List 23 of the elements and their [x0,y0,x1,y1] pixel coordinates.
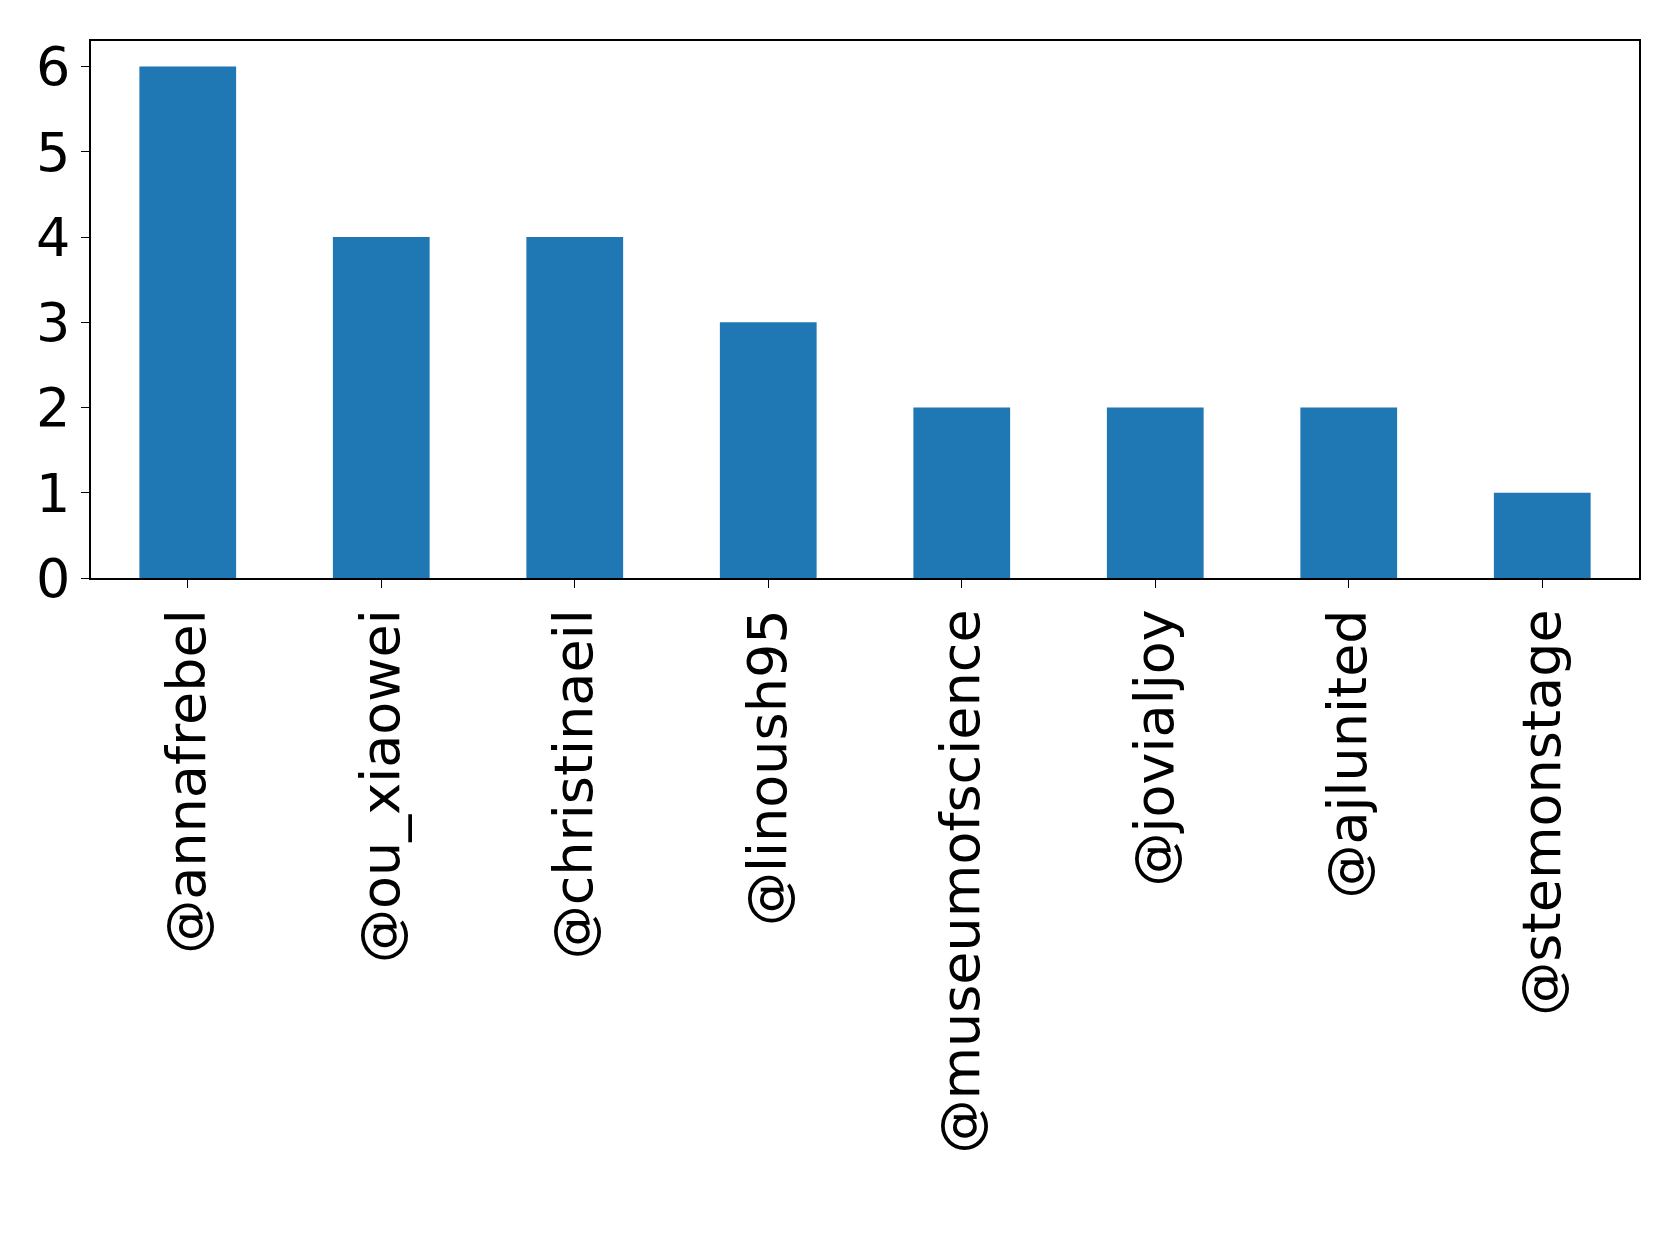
x-tick-label: @ajlunited [1316,609,1380,899]
x-tick-label: @annafrebel [155,609,219,954]
y-tick-label: 3 [36,291,71,355]
bar [1106,407,1204,578]
bar [526,237,624,578]
bar [139,66,237,578]
y-tick-label: 2 [36,376,71,440]
bar [719,322,817,578]
bar [332,237,430,578]
y-tick-label: 6 [36,35,71,99]
bar [913,407,1011,578]
bar [1300,407,1398,578]
x-tick-label: @stemonstage [1509,609,1573,1016]
y-tick-label: 1 [36,461,71,525]
y-tick-label: 0 [36,546,71,610]
x-tick-label: @christinaeil [542,609,606,960]
x-tick-label: @linoush95 [735,609,799,926]
bar [1493,492,1591,578]
y-tick-label: 4 [36,205,71,269]
x-tick-label: @museumofscience [929,609,993,1154]
x-tick-label: @jovialjoy [1122,609,1186,887]
y-tick-label: 5 [36,120,71,184]
x-tick-label: @ou_xiaowei [348,609,412,964]
